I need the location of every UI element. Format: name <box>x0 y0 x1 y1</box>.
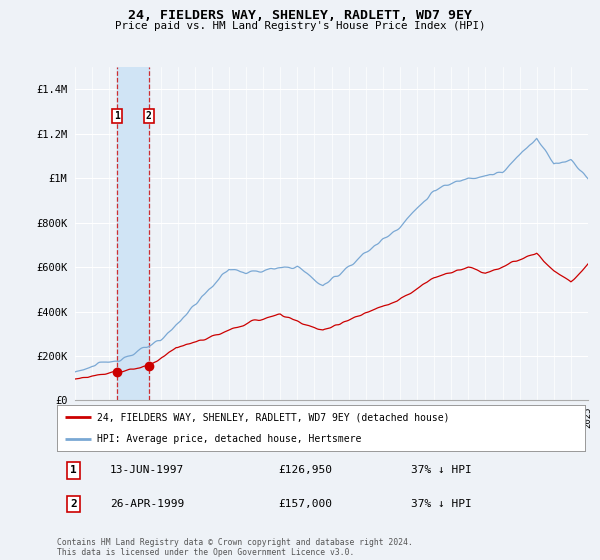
Text: 24, FIELDERS WAY, SHENLEY, RADLETT, WD7 9EY: 24, FIELDERS WAY, SHENLEY, RADLETT, WD7 … <box>128 9 472 22</box>
Text: HPI: Average price, detached house, Hertsmere: HPI: Average price, detached house, Hert… <box>97 435 361 444</box>
Text: 2: 2 <box>146 111 152 121</box>
Text: 26-APR-1999: 26-APR-1999 <box>110 499 184 509</box>
Text: £157,000: £157,000 <box>279 499 333 509</box>
Text: 37% ↓ HPI: 37% ↓ HPI <box>411 465 472 475</box>
Text: 1: 1 <box>70 465 77 475</box>
Text: Price paid vs. HM Land Registry's House Price Index (HPI): Price paid vs. HM Land Registry's House … <box>115 21 485 31</box>
Text: 13-JUN-1997: 13-JUN-1997 <box>110 465 184 475</box>
Bar <box>117 67 149 400</box>
Text: £126,950: £126,950 <box>279 465 333 475</box>
Text: 1: 1 <box>114 111 120 121</box>
Text: 24, FIELDERS WAY, SHENLEY, RADLETT, WD7 9EY (detached house): 24, FIELDERS WAY, SHENLEY, RADLETT, WD7 … <box>97 412 449 422</box>
Text: 2: 2 <box>70 499 77 509</box>
Text: Contains HM Land Registry data © Crown copyright and database right 2024.
This d: Contains HM Land Registry data © Crown c… <box>57 538 413 557</box>
Text: 37% ↓ HPI: 37% ↓ HPI <box>411 499 472 509</box>
